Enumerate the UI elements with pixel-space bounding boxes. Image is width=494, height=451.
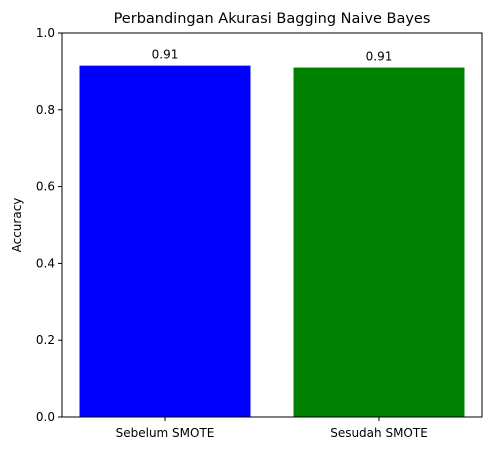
x-axis-ticks: Sebelum SMOTE Sesudah SMOTE [116,417,428,440]
y-tick-label: 1.0 [36,26,55,40]
x-tick-label: Sesudah SMOTE [330,426,428,440]
bar [293,67,465,417]
bar-value-label: 0.91 [152,48,179,62]
y-tick-label: 0.0 [36,410,55,424]
x-tick-label: Sebelum SMOTE [116,426,215,440]
y-tick-label: 0.8 [36,103,55,117]
y-axis-label: Accuracy [10,198,24,253]
y-axis-ticks: 0.0 0.2 0.4 0.6 0.8 1.0 [36,26,62,424]
bars-group [79,65,465,417]
y-tick-label: 0.4 [36,256,55,270]
plot-frame [61,32,483,418]
y-tick-label: 0.6 [36,180,55,194]
bar-value-label: 0.91 [366,50,393,64]
y-tick-label: 0.2 [36,333,55,347]
data-labels-group: 0.91 0.91 [152,48,393,64]
bar [79,65,251,417]
chart-title: Perbandingan Akurasi Bagging Naive Bayes [114,11,431,27]
